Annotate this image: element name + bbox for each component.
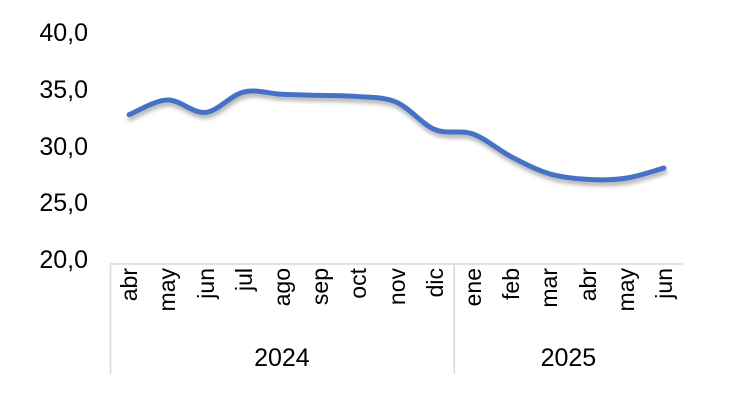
x-axis-month-label: may [612,268,639,312]
x-axis-month-label: mar [536,268,563,308]
x-axis-month-label: dic [421,268,448,298]
x-axis-month-label: jul [230,268,257,292]
y-axis-tick-label: 30,0 [39,132,88,161]
x-axis-month-label: feb [498,268,525,300]
x-axis-month-label: jun [650,268,677,299]
x-axis-month-label: may [154,268,181,312]
x-axis-year-label: 2024 [254,344,310,372]
x-axis-month-label: ene [459,268,486,307]
y-axis-tick-label: 35,0 [39,75,88,104]
x-axis-month-label: abr [116,268,143,302]
x-axis-month-label: jun [192,268,219,299]
y-axis-tick-label: 20,0 [39,246,88,274]
x-axis-month-label: nov [383,268,410,306]
y-axis-tick-label: 40,0 [39,19,88,47]
x-axis-month-label: ago [268,268,295,307]
x-axis-month-label: abr [574,268,601,302]
category-axis-lines [109,263,683,374]
x-axis-month-label: sep [307,268,334,306]
x-axis-year-label: 2025 [540,344,597,372]
data-line [126,88,667,183]
y-axis-tick-label: 25,0 [39,189,88,218]
x-axis-month-label: oct [345,268,372,299]
